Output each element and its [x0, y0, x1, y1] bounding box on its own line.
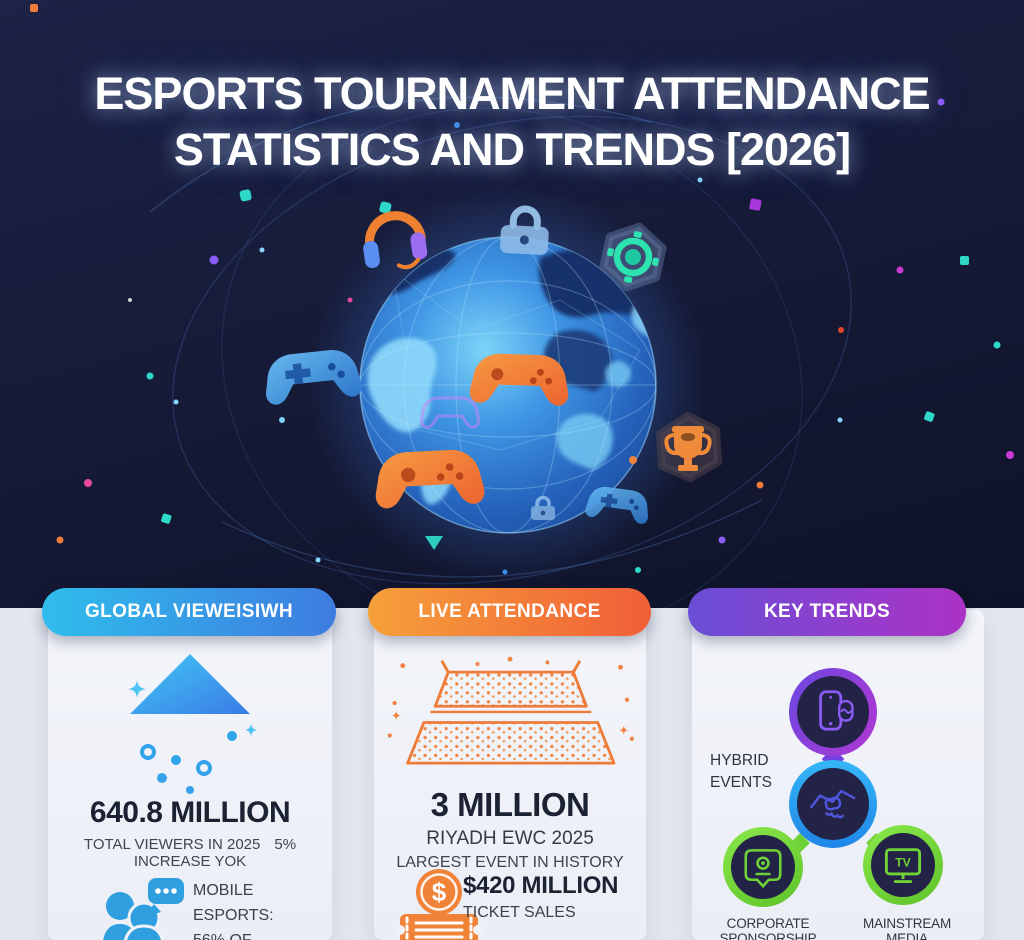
- mobile-esports-line1: MOBILE ESPORTS:: [193, 882, 274, 924]
- card-live-attendance: 3 MILLION RIYADH EWC 2025 LARGEST EVENT …: [374, 610, 646, 940]
- hero-section: ESPORTS TOURNAMENT ATTENDANCE STATISTICS…: [0, 0, 1024, 608]
- mobile-esports-stat: MOBILE ESPORTS: 56% OF VIENDWIIH: [193, 878, 332, 940]
- ticket-sales-label: TICKET SALES: [463, 904, 576, 921]
- headphones-icon: [363, 211, 428, 270]
- page-title: ESPORTS TOURNAMENT ATTENDANCE STATISTICS…: [0, 66, 1024, 178]
- game-controller-icon: [419, 396, 481, 429]
- page-title-line2: STATISTICS AND TRENDS [2026]: [173, 124, 851, 175]
- game-controller-icon: [585, 486, 648, 524]
- attendance-event-note: LARGEST EVENT IN HISTORY: [396, 854, 624, 871]
- trend-node-hybrid-events: [789, 668, 877, 756]
- section-header-global-viewership: GLOBAL VIEWEISIWH: [42, 588, 336, 636]
- ticket-sales-value: $420 MILLION: [463, 872, 619, 899]
- card-key-trends: TV HYBRID EVENTS CORPORATE SPONSORSHIP M…: [692, 610, 984, 940]
- chat-people-icon: [103, 878, 184, 940]
- viewership-stat-caption: TOTAL VIEWERS IN 2025 5% INCREASE YOK: [48, 836, 332, 870]
- trend-node-partnership: [789, 760, 877, 848]
- trend-node-mainstream-media: TV: [863, 825, 943, 905]
- card-global-viewership: 640.8 MILLION TOTAL VIEWERS IN 2025 5% IN…: [48, 610, 332, 940]
- mainstream-media-label: MAINSTREAM MEDIA: [862, 916, 951, 940]
- section-header-key-trends: KEY TRENDS: [688, 588, 966, 636]
- padlock-icon: [500, 205, 549, 255]
- attendance-event-name: RIYADH EWC 2025: [426, 828, 594, 849]
- viewership-stat-value: 640.8 MILLION: [89, 796, 291, 829]
- attendance-stat-value: 3 MILLION: [430, 786, 590, 823]
- game-controller-icon: [469, 353, 569, 406]
- stadium-icon: [387, 656, 634, 765]
- sponsor-badge-icon: [744, 849, 782, 889]
- section-header-live-attendance: LIVE ATTENDANCE: [368, 588, 651, 636]
- hybrid-events-label: HYBRID EVENTS: [710, 752, 773, 791]
- game-controller-icon: [375, 449, 485, 509]
- phone-icon: [819, 690, 854, 731]
- handshake-icon: [810, 789, 856, 819]
- trophy-icon: [656, 412, 722, 482]
- trend-node-corporate-sponsorship: [723, 827, 803, 907]
- padlock-icon: [531, 495, 555, 520]
- particles: [30, 4, 1014, 575]
- tv-label: TV: [895, 855, 911, 869]
- growth-arrow-icon: [128, 654, 257, 794]
- viewership-caption-total: TOTAL VIEWERS IN 2025: [83, 836, 261, 853]
- mobile-esports-line2: 56% OF VIENDWIIH: [193, 928, 332, 940]
- game-controller-icon: [266, 350, 362, 405]
- gear-icon: [599, 222, 667, 292]
- dollar-symbol: $: [432, 877, 447, 907]
- coin-ticket-icon: $: [395, 869, 483, 940]
- tv-icon: TV: [884, 848, 922, 884]
- viewership-caption-increase: 5% INCREASE YOK: [133, 836, 297, 870]
- page-title-line1: ESPORTS TOURNAMENT ATTENDANCE: [94, 68, 930, 119]
- hero-globe-illustration: [30, 4, 1014, 608]
- corporate-sponsorship-label: CORPORATE SPONSORSHIP: [719, 916, 817, 940]
